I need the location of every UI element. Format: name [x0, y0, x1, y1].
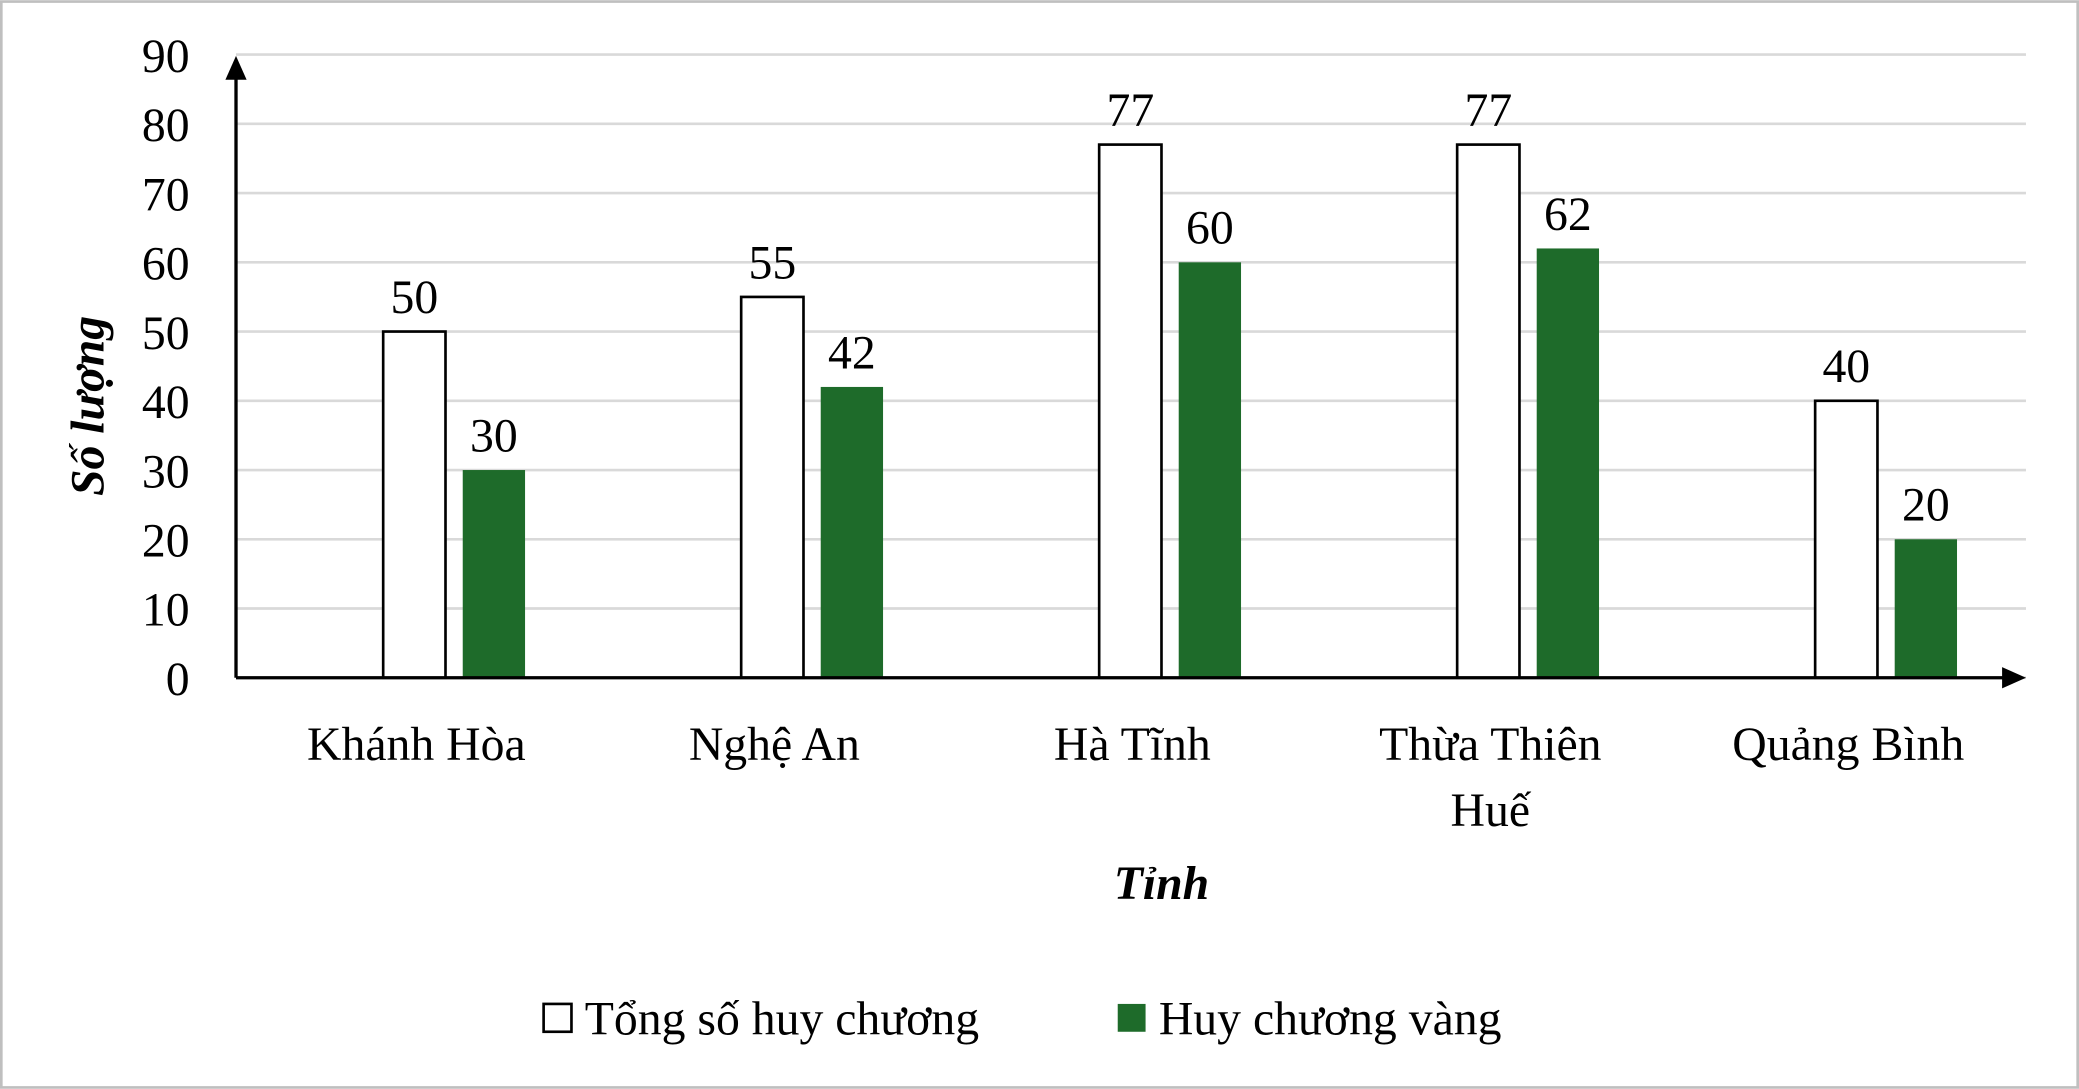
value-label: 40: [1822, 340, 1870, 393]
y-tick-label: 30: [142, 445, 190, 498]
y-tick-label: 80: [142, 99, 190, 152]
x-tick-label: Thừa Thiên Huế: [1379, 718, 1602, 837]
x-tick-label: Khánh Hòa: [307, 718, 526, 771]
legend-swatch: [1117, 1003, 1146, 1032]
value-label: 77: [1106, 84, 1154, 137]
x-tick-label: Hà Tĩnh: [1054, 718, 1211, 771]
value-label: 30: [470, 409, 518, 462]
y-tick-label: 90: [142, 30, 190, 83]
y-tick-label: 40: [142, 376, 190, 429]
value-label: 50: [390, 271, 438, 324]
x-axis-arrow: [2002, 667, 2026, 689]
legend-label: Huy chương vàng: [1159, 992, 1502, 1045]
y-tick-label: 60: [142, 238, 190, 291]
value-label: 60: [1186, 202, 1234, 255]
bar: [1536, 248, 1600, 678]
value-label: 20: [1902, 479, 1950, 532]
y-tick-label: 0: [166, 653, 190, 706]
bar: [1178, 262, 1242, 678]
y-tick-label: 70: [142, 168, 190, 221]
bar: [1455, 143, 1521, 680]
y-axis-arrow: [225, 55, 247, 80]
x-tick-label: Nghệ An: [689, 718, 860, 771]
y-axis-title: Số lượng: [61, 316, 114, 496]
bar: [462, 470, 526, 678]
y-tick-label: 50: [142, 307, 190, 360]
x-axis-title: Tỉnh: [1114, 857, 1209, 910]
value-label: 55: [748, 236, 796, 289]
y-tick-label: 20: [142, 515, 190, 568]
bar: [820, 386, 884, 678]
value-label: 42: [828, 326, 876, 379]
x-tick-label: Quảng Bình: [1732, 718, 1964, 771]
value-label: 77: [1464, 84, 1512, 137]
legend-label: Tổng số huy chương: [585, 992, 979, 1045]
bar: [1894, 539, 1958, 678]
legend-swatch: [542, 1002, 573, 1034]
y-tick-label: 10: [142, 584, 190, 637]
value-label: 62: [1544, 188, 1592, 241]
bar: [739, 295, 805, 680]
bar: [1813, 399, 1879, 680]
bar: [1097, 143, 1163, 680]
bar: [381, 330, 447, 680]
